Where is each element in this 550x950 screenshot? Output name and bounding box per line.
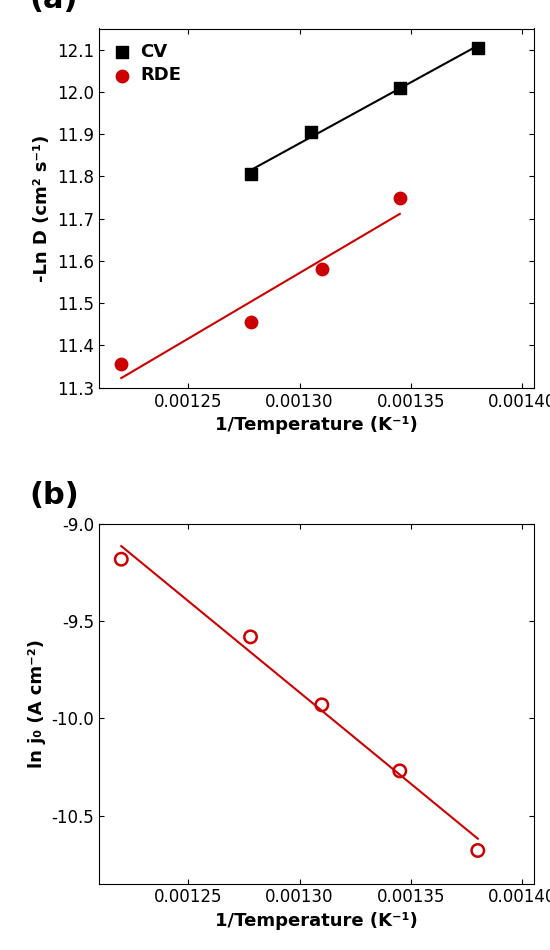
Legend: CV, RDE: CV, RDE [108,38,187,90]
CV [246,166,255,181]
X-axis label: 1/Temperature (K⁻¹): 1/Temperature (K⁻¹) [215,416,417,434]
CV [395,80,404,95]
Point [117,552,126,567]
Point [246,629,255,644]
Text: (b): (b) [30,481,79,510]
Point [395,763,404,778]
Point [317,697,326,712]
CV [474,40,482,55]
CV [306,124,315,140]
RDE [317,262,326,277]
RDE [395,190,404,205]
Y-axis label: -Ln D (cm² s⁻¹): -Ln D (cm² s⁻¹) [34,135,52,282]
Text: (a): (a) [30,0,78,14]
RDE [117,357,126,372]
X-axis label: 1/Temperature (K⁻¹): 1/Temperature (K⁻¹) [215,912,417,930]
Y-axis label: ln j₀ (A cm⁻²): ln j₀ (A cm⁻²) [28,639,46,769]
RDE [246,314,255,330]
Point [474,843,482,858]
